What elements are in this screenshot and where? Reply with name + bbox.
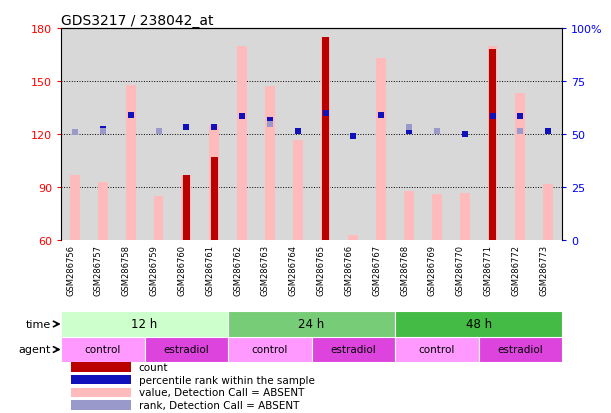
Bar <box>432 195 442 241</box>
Bar <box>98 183 108 241</box>
Text: GSM286760: GSM286760 <box>177 244 186 295</box>
Bar <box>71 388 131 397</box>
Text: estradiol: estradiol <box>331 345 376 355</box>
Bar <box>543 184 553 241</box>
Text: control: control <box>252 345 288 355</box>
Bar <box>145 337 228 362</box>
Text: GSM286759: GSM286759 <box>150 244 158 295</box>
Bar <box>489 50 496 241</box>
Bar <box>153 197 163 241</box>
Bar <box>348 235 358 241</box>
Text: GSM286766: GSM286766 <box>345 244 353 295</box>
Text: 24 h: 24 h <box>299 318 324 331</box>
Text: rank, Detection Call = ABSENT: rank, Detection Call = ABSENT <box>139 400 299 410</box>
Bar <box>395 337 478 362</box>
Bar <box>322 38 329 241</box>
Text: GSM286772: GSM286772 <box>511 244 521 295</box>
Text: value, Detection Call = ABSENT: value, Detection Call = ABSENT <box>139 387 304 397</box>
Bar <box>488 47 497 241</box>
Text: count: count <box>139 362 168 372</box>
Bar <box>71 362 131 372</box>
Text: agent: agent <box>19 345 51 355</box>
Bar <box>61 311 228 337</box>
Text: GSM286756: GSM286756 <box>66 244 75 295</box>
Bar <box>183 176 190 241</box>
Text: 12 h: 12 h <box>131 318 158 331</box>
Text: GSM286767: GSM286767 <box>372 244 381 295</box>
Text: GSM286770: GSM286770 <box>456 244 465 295</box>
Bar <box>321 38 331 241</box>
Bar <box>70 176 80 241</box>
Text: GSM286765: GSM286765 <box>316 244 326 295</box>
Bar <box>126 85 136 241</box>
Text: percentile rank within the sample: percentile rank within the sample <box>139 375 315 385</box>
Text: estradiol: estradiol <box>497 345 543 355</box>
Text: GSM286768: GSM286768 <box>400 244 409 295</box>
Text: control: control <box>85 345 121 355</box>
Text: GSM286773: GSM286773 <box>539 244 548 295</box>
Text: GSM286761: GSM286761 <box>205 244 214 295</box>
Bar <box>228 311 395 337</box>
Text: time: time <box>26 319 51 329</box>
Text: estradiol: estradiol <box>164 345 209 355</box>
Bar <box>211 158 218 241</box>
Bar <box>71 401 131 410</box>
Bar <box>404 191 414 241</box>
Bar <box>376 59 386 241</box>
Bar <box>460 193 470 241</box>
Text: GSM286769: GSM286769 <box>428 244 437 295</box>
Bar <box>478 337 562 362</box>
Bar <box>395 311 562 337</box>
Bar <box>293 140 302 241</box>
Bar <box>228 337 312 362</box>
Text: GSM286764: GSM286764 <box>288 244 298 295</box>
Bar <box>237 47 247 241</box>
Bar <box>61 337 145 362</box>
Bar <box>210 126 219 241</box>
Bar <box>516 94 525 241</box>
Text: GDS3217 / 238042_at: GDS3217 / 238042_at <box>61 14 214 28</box>
Text: GSM286762: GSM286762 <box>233 244 242 295</box>
Text: 48 h: 48 h <box>466 318 492 331</box>
Bar <box>265 87 275 241</box>
Bar <box>181 176 191 241</box>
Text: GSM286758: GSM286758 <box>122 244 131 295</box>
Text: GSM286771: GSM286771 <box>483 244 492 295</box>
Bar <box>71 375 131 385</box>
Text: GSM286763: GSM286763 <box>261 244 270 295</box>
Text: GSM286757: GSM286757 <box>94 244 103 295</box>
Bar <box>312 337 395 362</box>
Text: control: control <box>419 345 455 355</box>
